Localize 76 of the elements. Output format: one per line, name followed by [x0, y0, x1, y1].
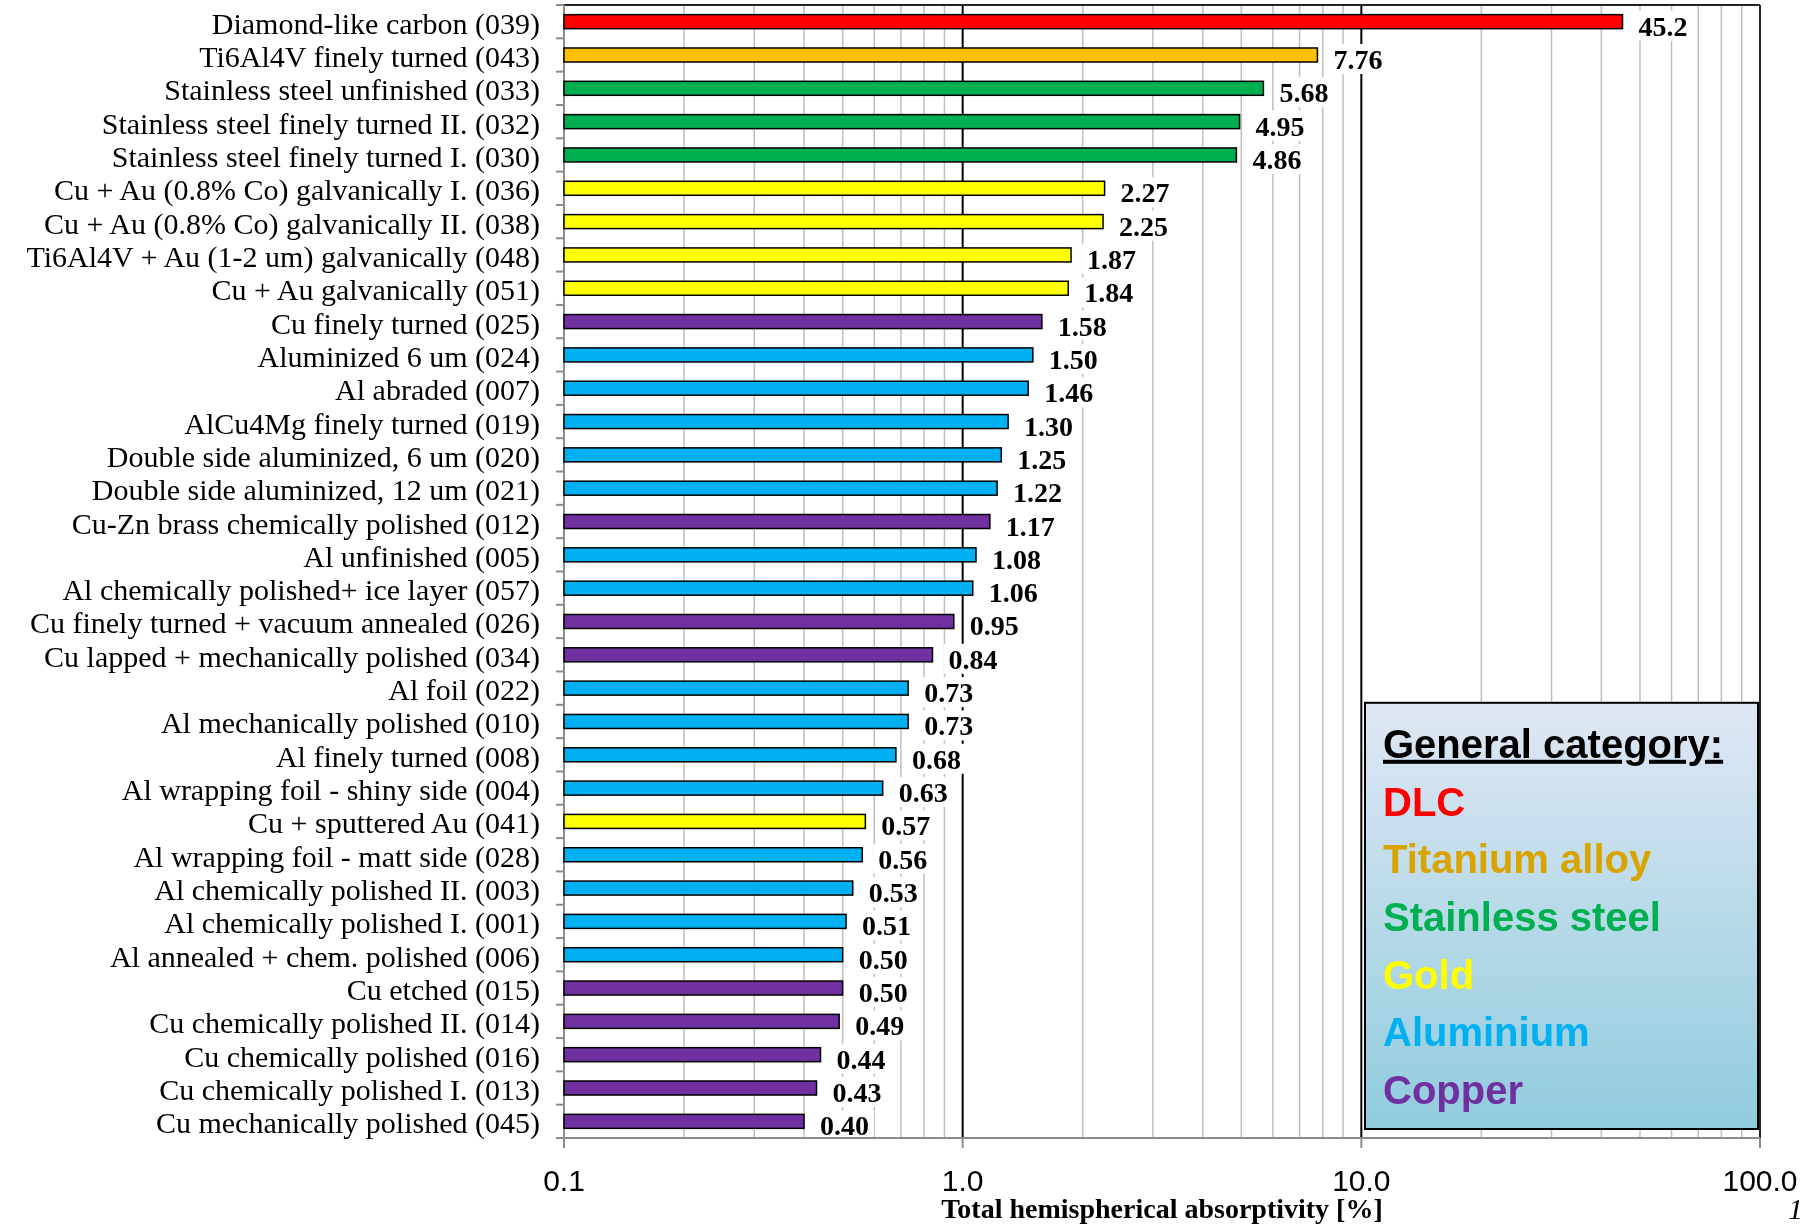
data-label: 1.17	[1005, 510, 1055, 542]
data-label: 1.58	[1057, 310, 1107, 342]
data-label: 0.95	[969, 609, 1019, 641]
y-tick-label: Cu etched (015)	[346, 972, 540, 1007]
data-label: 0.50	[858, 943, 908, 975]
y-tick-label: Cu + Au galvanically (051)	[211, 272, 540, 307]
y-tick-label: Al unfinished (005)	[303, 539, 540, 574]
data-label: 0.73	[924, 676, 974, 708]
data-label: 1.08	[991, 543, 1041, 575]
y-tick-label: Ti6Al4V + Au (1-2 um) galvanically (048)	[26, 239, 540, 274]
data-label: 1.50	[1048, 343, 1098, 375]
data-label: 0.84	[948, 643, 998, 675]
y-tick-label: Al mechanically polished (010)	[160, 705, 540, 740]
y-tick-label: Aluminized 6 um (024)	[257, 339, 540, 374]
data-label: 0.43	[832, 1076, 882, 1108]
y-tick-label: Double side aluminized, 6 um (020)	[106, 439, 540, 474]
data-label: 1.06	[988, 576, 1038, 608]
y-tick-label: Cu chemically polished I. (013)	[159, 1072, 540, 1107]
y-tick-label: Cu finely turned (025)	[270, 306, 540, 341]
y-tick-label: AlCu4Mg finely turned (019)	[184, 406, 540, 441]
data-label: 5.68	[1279, 76, 1329, 108]
y-tick-label: Ti6Al4V finely turned (043)	[199, 39, 540, 74]
data-label: 0.49	[855, 1009, 905, 1041]
y-tick-label: Al chemically polished II. (003)	[154, 872, 540, 907]
data-label: 1.87	[1087, 243, 1137, 275]
text: Gold	[1383, 952, 1475, 997]
data-label: 0.73	[924, 709, 974, 741]
text: Titanium alloy	[1383, 837, 1652, 882]
text: DLC	[1383, 779, 1466, 824]
data-label: 4.95	[1255, 110, 1305, 142]
y-tick-label: Stainless steel finely turned II. (032)	[101, 106, 540, 141]
data-label: 0.50	[858, 976, 908, 1008]
y-tick-label: Cu + sputtered Au (041)	[248, 805, 540, 840]
y-tick-label: Al chemically polished I. (001)	[164, 905, 540, 940]
y-tick-label: Al wrapping foil - shiny side (004)	[121, 772, 540, 807]
y-tick-label: Cu chemically polished II. (014)	[149, 1005, 540, 1040]
data-label: 1.46	[1044, 376, 1094, 408]
y-tick-label: Al annealed + chem. polished (006)	[109, 939, 540, 974]
data-label: 0.51	[862, 909, 912, 941]
legend-title: General category:	[1383, 721, 1724, 766]
y-tick-label: Cu + Au (0.8% Co) galvanically I. (036)	[54, 172, 540, 207]
data-label: 1.30	[1024, 410, 1074, 442]
data-label: 0.53	[868, 876, 918, 908]
y-tick-label: Diamond-like carbon (039)	[211, 6, 540, 41]
y-tick-label: Cu mechanically polished (045)	[155, 1105, 540, 1140]
data-label: 1.84	[1084, 276, 1134, 308]
data-label: 0.63	[898, 776, 948, 808]
text: Aluminium	[1383, 1010, 1590, 1055]
y-tick-label: Cu chemically polished (016)	[184, 1039, 540, 1074]
y-tick-label: Cu + Au (0.8% Co) galvanically II. (038)	[44, 206, 540, 241]
text: Stainless steel	[1383, 894, 1661, 939]
y-tick-label: Stainless steel unfinished (033)	[164, 72, 540, 107]
y-tick-label: Cu finely turned + vacuum annealed (026)	[29, 605, 540, 640]
data-label: 0.56	[878, 843, 928, 875]
y-tick-label: Al abraded (007)	[335, 372, 540, 407]
data-label: 45.2	[1638, 10, 1688, 42]
data-label: 4.86	[1252, 143, 1302, 175]
text: Copper	[1383, 1068, 1523, 1112]
y-tick-label: Cu lapped + mechanically polished (034)	[44, 639, 540, 674]
data-label: 7.76	[1333, 43, 1383, 75]
y-tick-label: Stainless steel finely turned I. (030)	[111, 139, 540, 174]
y-tick-label: Double side aluminized, 12 um (021)	[91, 472, 540, 507]
data-label: 1.22	[1013, 476, 1063, 508]
y-tick-label: Cu-Zn brass chemically polished (012)	[71, 506, 540, 541]
y-tick-label: Al chemically polished+ ice layer (057)	[62, 572, 540, 607]
y-tick-label: Al wrapping foil - matt side (028)	[133, 839, 540, 874]
data-label: 0.68	[911, 743, 961, 775]
data-label: 1.25	[1017, 443, 1067, 475]
data-label: 0.40	[820, 1109, 870, 1141]
x-tick-label: 0.1	[543, 1163, 585, 1197]
data-label: 0.57	[881, 809, 931, 841]
y-tick-label: Al foil (022)	[388, 672, 540, 707]
data-label: 0.44	[836, 1043, 886, 1075]
data-label: 2.25	[1119, 210, 1169, 242]
data-label: 2.27	[1120, 176, 1170, 208]
y-tick-label: Al finely turned (008)	[275, 739, 540, 774]
